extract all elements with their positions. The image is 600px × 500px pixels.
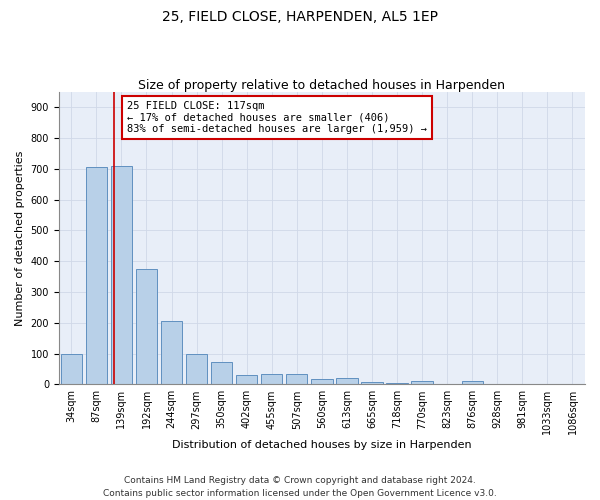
Text: Contains HM Land Registry data © Crown copyright and database right 2024.
Contai: Contains HM Land Registry data © Crown c… xyxy=(103,476,497,498)
Bar xyxy=(311,379,332,384)
Y-axis label: Number of detached properties: Number of detached properties xyxy=(15,150,25,326)
X-axis label: Distribution of detached houses by size in Harpenden: Distribution of detached houses by size … xyxy=(172,440,472,450)
Bar xyxy=(461,382,483,384)
Bar xyxy=(111,166,132,384)
Title: Size of property relative to detached houses in Harpenden: Size of property relative to detached ho… xyxy=(139,79,505,92)
Text: 25 FIELD CLOSE: 117sqm
← 17% of detached houses are smaller (406)
83% of semi-de: 25 FIELD CLOSE: 117sqm ← 17% of detached… xyxy=(127,101,427,134)
Bar xyxy=(186,354,207,384)
Bar xyxy=(161,322,182,384)
Bar xyxy=(136,269,157,384)
Bar xyxy=(261,374,283,384)
Text: 25, FIELD CLOSE, HARPENDEN, AL5 1EP: 25, FIELD CLOSE, HARPENDEN, AL5 1EP xyxy=(162,10,438,24)
Bar xyxy=(236,375,257,384)
Bar xyxy=(286,374,307,384)
Bar xyxy=(412,382,433,384)
Bar xyxy=(386,383,408,384)
Bar xyxy=(86,167,107,384)
Bar xyxy=(61,354,82,384)
Bar xyxy=(361,382,383,384)
Bar xyxy=(211,362,232,384)
Bar xyxy=(336,378,358,384)
